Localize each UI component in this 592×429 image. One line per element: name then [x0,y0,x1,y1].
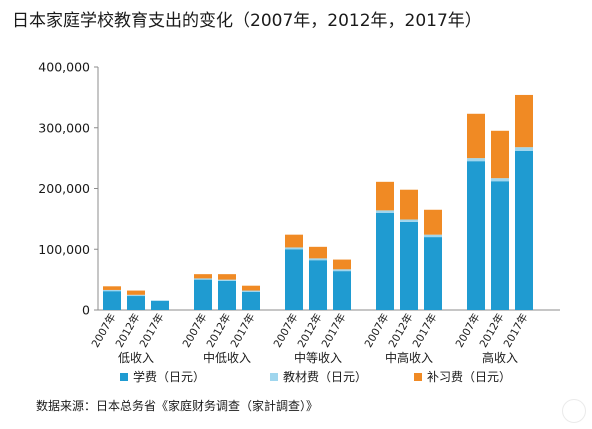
y-tick-label: 0 [82,303,90,318]
bar-segment-tutoring [491,130,509,179]
bar-segment-tuition [491,181,509,310]
bar-segment-tuition [127,296,145,310]
bar-segment-tuition [424,237,442,310]
legend-item-tutoring: 补习费（日元） [414,368,511,385]
legend-swatch-tuition [120,372,128,381]
bar-segment-tuition [218,280,236,310]
bar-segment-materials [333,269,351,272]
bar-segment-tuition [376,212,394,310]
bar-segment-materials [424,234,442,238]
y-tick-label: 100,000 [38,242,90,257]
bar-segment-materials [467,158,485,162]
bar-segment-materials [242,290,260,292]
x-axis-labels: 2007年2012年2017年低收入2007年2012年2017年中低收入200… [89,311,531,365]
bar-segment-tutoring [285,234,303,248]
bar-segment-tuition [285,249,303,310]
legend-swatch-tutoring [414,372,422,381]
bar-segment-tutoring [309,246,327,259]
y-axis: 0 100,000 200,000 300,000 400,000 [38,60,560,318]
legend-swatch-materials [270,372,278,381]
bar-segment-materials [127,294,145,297]
watermark-logo [562,399,586,423]
bar-segment-materials [285,247,303,250]
bar-segment-tutoring [333,259,351,270]
legend-label-materials: 教材费（日元） [283,370,368,384]
x-group-label: 中高收入 [385,350,433,365]
bar-segment-tutoring [127,290,145,295]
bar-segment-tuition [515,150,533,310]
bar-segment-tuition [103,291,121,310]
bar-segment-tuition [333,271,351,310]
bar-segment-tutoring [467,113,485,159]
bar-segment-materials [218,279,236,281]
bar-segment-materials [309,258,327,261]
bar-segment-tutoring [103,286,121,290]
legend-label-tutoring: 补习费（日元） [427,370,512,384]
x-group-label: 中低收入 [203,350,251,365]
legend-item-tuition: 学费（日元） [120,368,205,385]
x-group-label: 中等收入 [294,350,342,365]
x-group-label: 高收入 [482,350,518,365]
bar-segment-tutoring [194,274,212,279]
y-tick-label: 200,000 [38,181,90,196]
bar-segment-materials [194,278,212,280]
bar-segment-tutoring [400,189,418,220]
bar-segment-materials [491,178,509,182]
legend-item-materials: 教材费（日元） [270,368,367,385]
bars-layer [103,94,533,310]
bar-segment-tutoring [424,209,442,235]
source-note: 数据来源：日本总务省《家庭财务调查（家計調查）》 [36,399,319,413]
bar-segment-tutoring [218,274,236,280]
bar-segment-tuition [467,161,485,310]
bar-segment-tuition [400,221,418,310]
chart-title: 日本家庭学校教育支出的变化（2007年，2012年，2017年） [12,11,482,31]
bar-segment-tutoring [515,94,533,148]
bar-segment-tuition [309,260,327,310]
bar-segment-tuition [194,279,212,310]
bar-segment-materials [103,289,121,292]
bar-segment-tuition [242,291,260,310]
bar-segment-tuition [151,300,169,310]
bar-segment-tutoring [242,285,260,291]
bar-segment-tutoring [376,181,394,211]
legend: 学费（日元） 教材费（日元） 补习费（日元） [0,368,592,388]
bar-segment-materials [151,300,169,301]
bar-segment-materials [515,147,533,151]
legend-label-tuition: 学费（日元） [133,370,206,384]
y-tick-label: 400,000 [38,60,90,75]
bar-segment-materials [400,219,418,222]
bar-segment-materials [376,210,394,213]
y-tick-label: 300,000 [38,120,90,135]
x-group-label: 低收入 [118,351,154,365]
